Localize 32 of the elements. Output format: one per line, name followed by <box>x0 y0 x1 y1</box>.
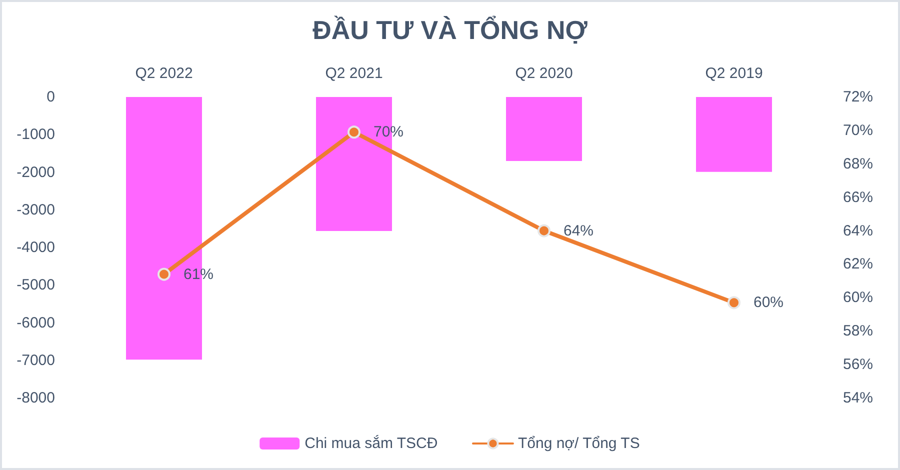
x-tick-label: Q2 2022 <box>135 65 193 82</box>
y2-tick-label: 62% <box>843 256 874 273</box>
point <box>158 268 170 281</box>
y-tick-label: -6000 <box>16 314 55 332</box>
y-tick-label: -7000 <box>16 352 55 369</box>
y-tick-label: -4000 <box>16 239 55 256</box>
y2-tick-label: 56% <box>843 356 874 374</box>
legend-label: Tổng nợ/ Tổng TS <box>518 435 640 452</box>
y-tick-label: -2000 <box>16 164 55 181</box>
y2-tick-label: 66% <box>843 188 874 206</box>
y-tick-label: -1000 <box>16 126 55 144</box>
y-tick-label: 0 <box>46 88 55 106</box>
x-tick-label: Q2 2020 <box>515 65 573 82</box>
y-tick-label: -5000 <box>16 276 55 294</box>
point <box>728 296 740 310</box>
y2-tick-label: 72% <box>843 88 874 106</box>
point <box>348 126 360 139</box>
x-tick-label: Q2 2019 <box>705 65 763 82</box>
point <box>538 224 550 238</box>
y2-tick-label: 70% <box>843 122 874 139</box>
y2-tick-label: 60% <box>843 289 874 306</box>
data-label: 60% <box>754 294 784 312</box>
chart-title: ĐẦU TƯ VÀ TỔNG NỢ <box>312 15 588 45</box>
y-tick-label: -8000 <box>16 390 55 406</box>
legend-label: Chi mua sắm TSCĐ <box>304 434 438 452</box>
data-label: 64% <box>564 222 594 240</box>
y2-tick-label: 68% <box>843 155 874 172</box>
y2-tick-label: 58% <box>843 322 874 340</box>
y2-tick-label: 54% <box>843 390 874 406</box>
y-tick-label: -3000 <box>16 201 55 218</box>
x-tick-label: Q2 2021 <box>325 65 383 82</box>
y2-tick-label: 64% <box>843 222 874 240</box>
